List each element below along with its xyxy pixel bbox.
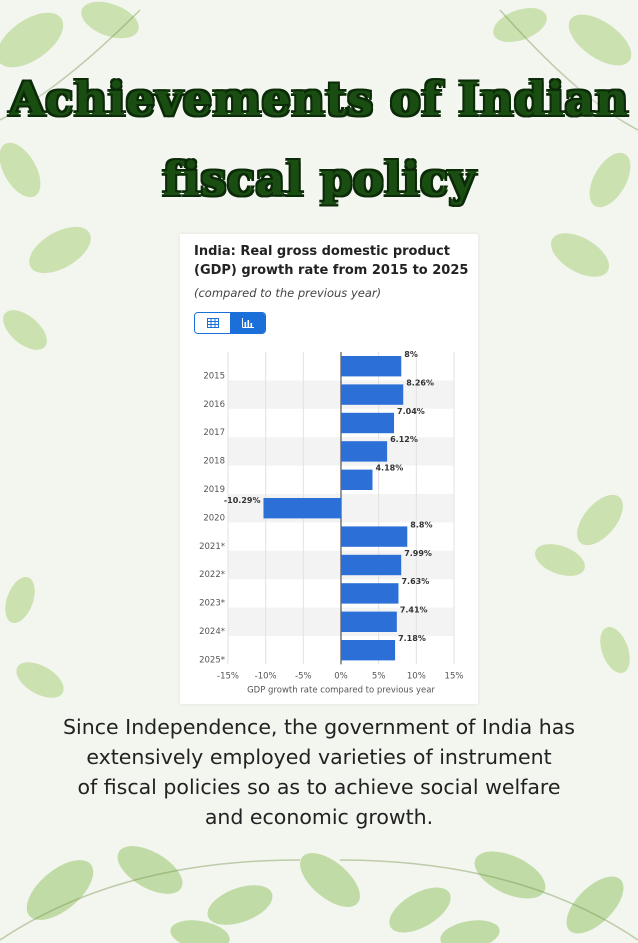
bar-2019 [341, 469, 373, 490]
chart-subtitle: (compared to the previous year) [194, 286, 382, 300]
chart-view-button[interactable] [230, 313, 265, 333]
data-label: 7.99% [404, 549, 432, 558]
x-tick-label: 10% [407, 671, 426, 681]
category-label: 2015 [203, 371, 225, 381]
x-tick-label: -5% [295, 671, 312, 681]
gdp-bar-chart: -15% -10% -5% 0% 5% 10% 15% 2015 8% 2016 8.26% 2017… [199, 350, 464, 695]
data-label: 6.12% [390, 435, 418, 444]
table-view-button[interactable] [195, 313, 230, 333]
data-label: 7.41% [400, 606, 428, 615]
category-label: 2024* [199, 627, 225, 637]
bar-2016 [341, 384, 404, 405]
category-label: 2017 [203, 428, 225, 438]
body-line-1: Since Independence, the government of In… [63, 715, 575, 739]
x-tick-label: -10% [255, 671, 277, 681]
bar-2025-proj [341, 640, 396, 661]
category-label: 2020 [203, 513, 225, 523]
x-axis-label: GDP growth rate compared to previous yea… [247, 685, 435, 695]
bar-2022-proj [341, 554, 402, 576]
body-line-4: and economic growth. [204, 805, 434, 829]
x-tick-label: 5% [372, 671, 386, 681]
chart-card: India: Real gross domestic product (GDP)… [180, 234, 478, 704]
category-label: 2023* [199, 599, 225, 609]
bar-chart-icon [241, 318, 254, 328]
data-label: 7.18% [398, 634, 426, 643]
data-label: 7.04% [397, 407, 425, 416]
page-title-line-1: Achievements of Indian [9, 72, 629, 126]
chart-title: India: Real gross domestic product (GDP)… [194, 244, 469, 278]
view-toggle [194, 312, 266, 334]
bar-2021-proj [341, 526, 408, 547]
bar-2018 [341, 441, 388, 462]
category-label: 2025* [199, 655, 225, 665]
data-label: 4.18% [375, 464, 403, 473]
data-label: -10.29% [224, 496, 261, 505]
page-title-line-2: fiscal policy [162, 152, 476, 206]
body-line-2: extensively employed varieties of instru… [86, 745, 552, 769]
data-label: 8% [404, 350, 418, 359]
table-icon [206, 318, 219, 328]
data-label: 8.8% [410, 520, 432, 529]
body-line-3: of fiscal policies so as to achieve soci… [77, 775, 561, 799]
category-label: 2016 [203, 400, 225, 410]
x-tick-label: 0% [334, 671, 348, 681]
bar-2015 [341, 356, 402, 377]
category-label: 2021* [199, 542, 225, 552]
x-tick-label: -15% [217, 671, 239, 681]
category-label: 2018 [203, 457, 225, 467]
bar-2023-proj [341, 583, 399, 604]
category-label: 2019 [203, 485, 225, 495]
bar-2024-proj [341, 611, 397, 632]
bar-2017 [341, 412, 395, 434]
data-label: 7.63% [401, 577, 429, 586]
category-label: 2022* [199, 570, 225, 580]
data-label: 8.26% [406, 378, 434, 387]
x-tick-label: 15% [445, 671, 464, 681]
body-paragraph: Since Independence, the government of In… [20, 712, 618, 832]
bar-2020 [263, 498, 341, 519]
